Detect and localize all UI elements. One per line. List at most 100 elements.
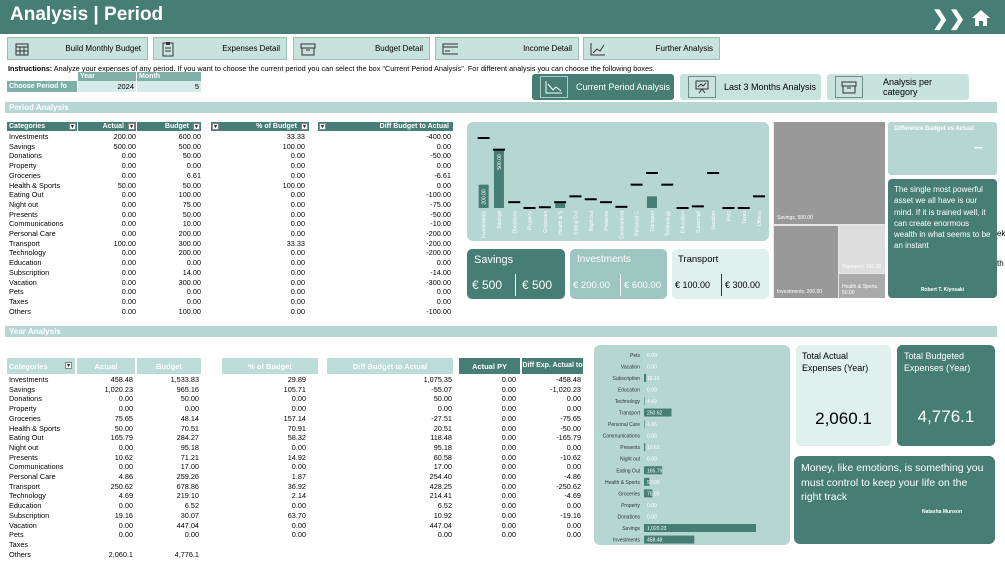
nav-label: Expenses Detail: [222, 44, 280, 53]
budget-marker: [722, 207, 735, 209]
table-cell: 447.04: [176, 520, 199, 530]
month-input[interactable]: 5: [137, 81, 201, 92]
category-label: Pets: [726, 211, 732, 222]
budget-marker: [584, 198, 597, 201]
table-cell: 0.00: [290, 190, 305, 200]
filter-dropdown-icon[interactable]: ▾: [301, 123, 308, 130]
filter-dropdown-icon[interactable]: ▾: [193, 123, 200, 130]
table-cell: 259.26: [176, 472, 199, 481]
current-period-analysis-button[interactable]: Current Period Analysis: [532, 74, 674, 100]
table-cell: 0.00: [501, 491, 516, 501]
header-text: Categories: [9, 123, 46, 130]
table-cell: Night out: [9, 442, 39, 452]
analysis-per-category-button[interactable]: Analysis per category: [827, 74, 969, 100]
category-label: Eating Out: [573, 210, 579, 234]
total-actual-card: Total Actual Expenses (Year) 2,060.1: [796, 345, 891, 446]
table-cell: Subscription: [9, 267, 50, 277]
table-cell: 0.00: [436, 161, 451, 171]
quote-card-munson: Money, like emotions, is something you m…: [794, 456, 995, 544]
page-title: Analysis | Period: [10, 4, 164, 25]
home-icon[interactable]: [971, 9, 991, 27]
category-label: Health & Sports: [605, 480, 641, 486]
table-cell: 17.00: [433, 462, 452, 472]
table-cell: 0.00: [566, 520, 581, 530]
treemap-transport: Transport, 100.00: [839, 226, 885, 273]
period-col-budget[interactable]: Budget ▾: [137, 122, 201, 131]
category-label: Property: [528, 211, 534, 230]
expenses-detail-button[interactable]: Expenses Detail: [153, 37, 287, 60]
quote-author: Natasha Munson: [922, 509, 963, 515]
budget-detail-button[interactable]: Budget Detail: [293, 37, 430, 60]
table-cell: 0.00: [290, 277, 305, 287]
table-cell: 0.00: [501, 404, 516, 414]
period-analysis-section: Period Analysis: [5, 102, 997, 113]
filter-dropdown-icon[interactable]: ▾: [65, 362, 72, 369]
period-table: Investments 200.00 600.00 33.33 -400.00 Savin…: [0, 132, 460, 318]
table-cell: 0.00: [290, 209, 305, 219]
data-label: 250.62: [647, 411, 663, 417]
table-row: Communications 0.00 10.00 0.00 -10.00: [0, 219, 460, 229]
table-cell: 0.00: [118, 520, 133, 530]
table-cell: -55.07: [431, 384, 452, 394]
build-monthly-budget-button[interactable]: Build Monthly Budget: [7, 37, 148, 60]
table-cell: Health & Sports: [9, 423, 61, 433]
filter-dropdown-icon[interactable]: ▾: [128, 123, 135, 130]
table-cell: 0.00: [291, 462, 306, 472]
period-col-pct-budget[interactable]: ▾ % of Budget ▾: [211, 122, 309, 131]
table-cell: 0.00: [501, 510, 516, 520]
forward-icon[interactable]: ❯❯: [931, 8, 966, 30]
year-table: Investments 458.48 1,533.83 29.89 1,075.35 0.…: [0, 375, 590, 561]
table-cell: 0.00: [290, 267, 305, 277]
income-detail-button[interactable]: Income Detail: [435, 37, 579, 60]
filter-dropdown-icon[interactable]: ▾: [319, 123, 326, 130]
table-cell: 214.41: [429, 491, 452, 501]
year-col-categories[interactable]: Categories ▾: [7, 358, 75, 374]
table-cell: -100.00: [426, 306, 451, 316]
filter-dropdown-icon[interactable]: ▾: [69, 123, 76, 130]
table-cell: 0.00: [501, 413, 516, 423]
table-cell: 250.62: [110, 481, 133, 491]
period-col-diff[interactable]: ▾ Diff Budget to Actual: [318, 122, 453, 131]
table-cell: 0.00: [121, 229, 136, 238]
table-cell: 1,533.83: [170, 375, 199, 384]
table-row: Subscription 0.00 14.00 0.00 -14.00: [0, 268, 460, 278]
table-cell: 0.00: [566, 462, 581, 472]
total-title: Total Budgeted Expenses (Year): [904, 351, 971, 373]
last-3-months-analysis-button[interactable]: Last 3 Months Analysis: [680, 74, 821, 100]
table-row: Groceries 0.00 6.61 0.00 -6.61: [0, 171, 460, 181]
table-cell: Groceries: [9, 170, 41, 180]
header-text: % of Budget: [256, 123, 297, 130]
table-cell: 0.00: [501, 442, 516, 452]
period-col-actual[interactable]: Actual ▾: [78, 122, 136, 131]
table-cell: 0.00: [118, 530, 133, 540]
table-cell: 0.00: [121, 151, 136, 161]
table-cell: 0.00: [121, 199, 136, 209]
table-cell: Savings: [9, 141, 35, 151]
filter-dropdown-icon[interactable]: ▾: [212, 123, 219, 130]
table-cell: 63.70: [287, 510, 306, 520]
table-cell: 200.00: [113, 132, 136, 141]
table-cell: -10.62: [560, 452, 581, 462]
table-cell: Health & Sports: [9, 180, 61, 190]
table-cell: -19.16: [560, 510, 581, 520]
button-label: Current Period Analysis: [576, 82, 671, 92]
year-input[interactable]: 2024: [78, 81, 136, 92]
table-row: Savings 500.00 500.00 100.00 0.00: [0, 142, 460, 152]
table-row: Transport 250.62 678.86 36.92 428.25 0.00 -250…: [0, 482, 590, 492]
kpi-budget: € 600.00: [624, 280, 661, 291]
category-label: Groceries: [618, 491, 640, 497]
bar: [644, 489, 653, 498]
total-value: 4,776.1: [917, 407, 975, 426]
period-col-categories[interactable]: Categories ▾: [7, 122, 77, 131]
data-label: 0.00: [647, 387, 657, 393]
table-row: Vacation 0.00 300.00 0.00 -300.00: [0, 278, 460, 288]
budget-marker: [477, 137, 490, 139]
table-cell: 0.00: [501, 501, 516, 511]
further-analysis-button[interactable]: Further Analysis: [583, 37, 720, 60]
budget-marker: [707, 172, 720, 174]
budget-marker: [538, 206, 551, 209]
table-row: Communications 0.00 17.00 0.00 17.00 0.00 0.00: [0, 462, 590, 472]
budget-marker: [630, 183, 643, 186]
category-label: Technology: [665, 211, 671, 237]
table-cell: Technology: [9, 248, 46, 258]
